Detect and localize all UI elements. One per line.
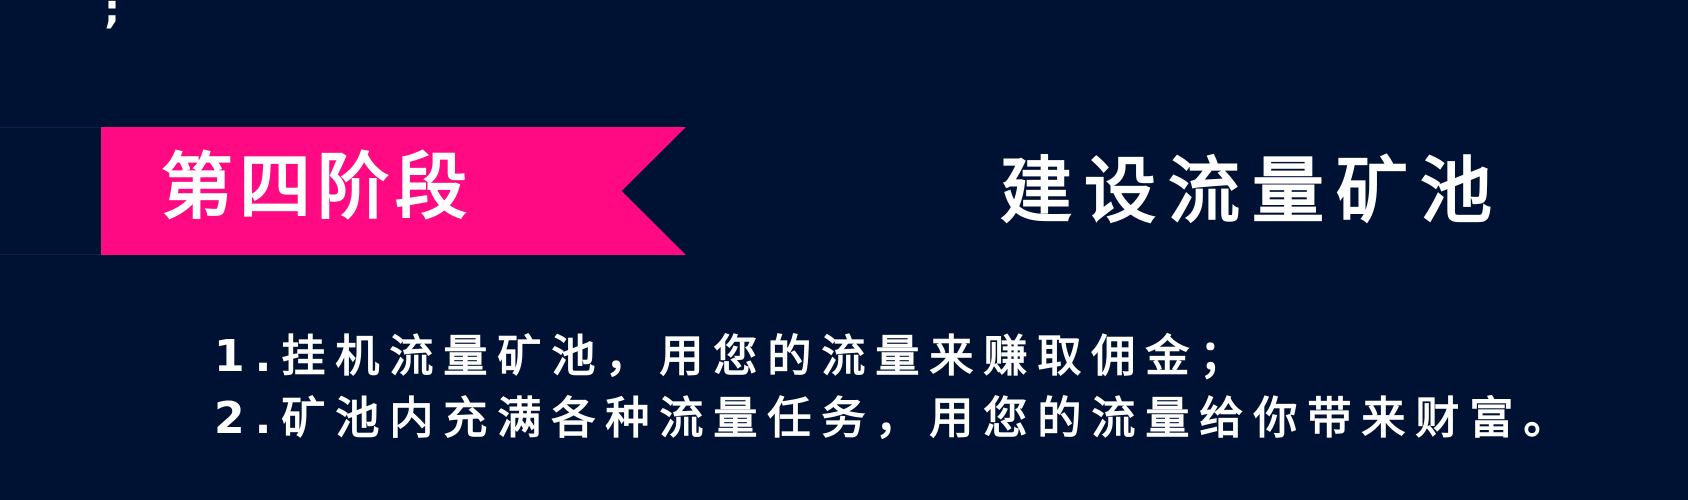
- banner-divider-line: [0, 127, 104, 255]
- stage-ribbon-label: 第四阶段: [161, 145, 474, 229]
- stage-item: 1.挂机流量矿池，用您的流量来赚取佣金；: [214, 331, 1254, 382]
- stage-item: 2.矿池内充满各种流量任务，用您的流量给你带来财富。: [214, 393, 1578, 444]
- previous-text-fragment: ;: [104, 0, 120, 33]
- stage-ribbon: [101, 127, 686, 255]
- stage-item-list: 1.挂机流量矿池，用您的流量来赚取佣金； 2.矿池内充满各种流量任务，用您的流量…: [104, 326, 1584, 450]
- stage-title: 建设流量矿池: [1000, 149, 1505, 233]
